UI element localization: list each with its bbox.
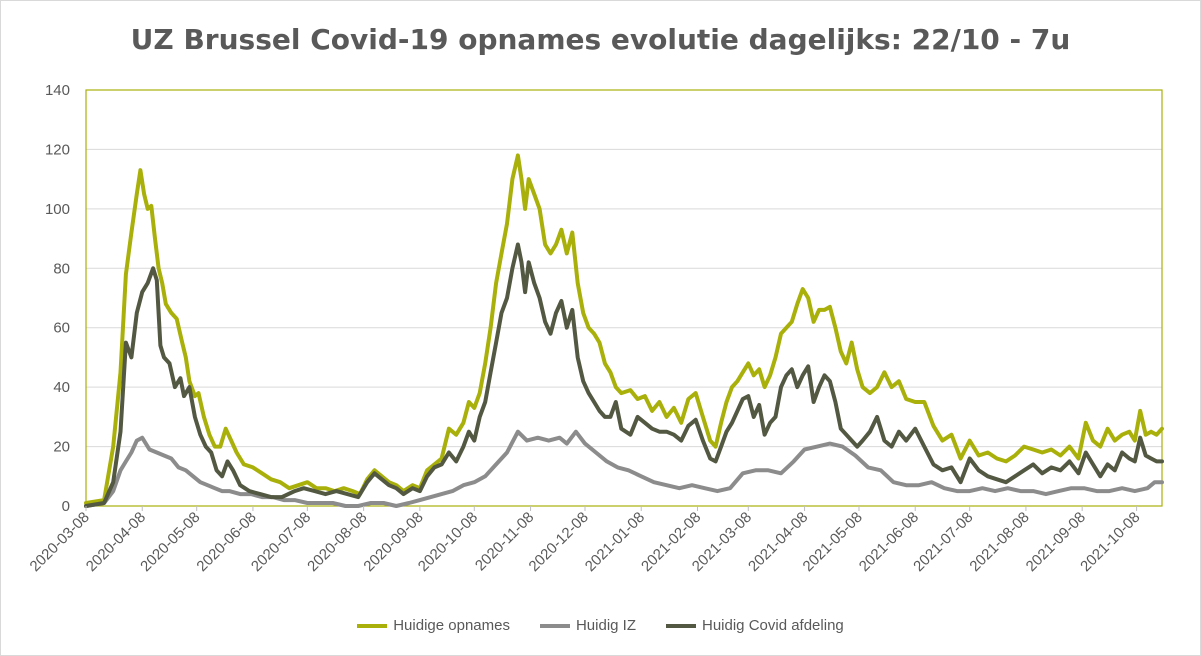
y-axis-tick-labels: 0 20 40 60 80 100 120 140 — [45, 82, 70, 515]
x-axis-tick-labels: 2020-03-082020-04-082020-05-082020-06-08… — [27, 506, 1143, 575]
legend-label: Huidig IZ — [575, 617, 636, 634]
x-tick-label: 2020-12-08 — [526, 509, 592, 575]
gridlines — [86, 148, 1162, 448]
x-tick-label: 2020-07-08 — [248, 509, 314, 575]
legend-swatch — [539, 623, 570, 628]
x-tick-label: 2021-05-08 — [800, 509, 866, 575]
y-tick-label: 60 — [53, 320, 70, 337]
line-chart: 0 20 40 60 80 100 120 140 2020-03-082020-04-082… — [27, 82, 1164, 575]
legend-item-2: Huidig IZ — [539, 617, 636, 634]
legend-swatch — [666, 623, 696, 628]
x-tick-label: 2020-05-08 — [137, 509, 203, 575]
series-lines — [84, 153, 1164, 508]
y-tick-label: 20 — [53, 439, 70, 456]
series-line-2 — [84, 429, 1164, 508]
legend-swatch — [357, 623, 388, 628]
legend-item-1: Huidige opnames — [357, 617, 510, 634]
y-tick-label: 100 — [45, 201, 70, 218]
y-tick-label: 0 — [62, 498, 70, 515]
series-line-3 — [84, 242, 1164, 508]
y-tick-label: 80 — [53, 260, 70, 277]
x-tick-label: 2021-08-08 — [966, 509, 1032, 575]
chart-title: UZ Brussel Covid-19 opnames evolutie dag… — [130, 23, 1071, 56]
x-tick-label: 2021-01-08 — [582, 509, 648, 575]
x-tick-label: 2021-07-08 — [910, 509, 976, 575]
x-tick-label: 2020-03-08 — [27, 509, 93, 575]
series-line-1 — [84, 153, 1164, 505]
y-tick-label: 40 — [53, 379, 70, 396]
y-tick-label: 140 — [45, 82, 70, 99]
x-tick-label: 2020-10-08 — [415, 509, 481, 575]
legend-label: Huidige opnames — [393, 617, 510, 634]
x-tick-label: 2021-10-08 — [1077, 509, 1143, 575]
legend-item-3: Huidig Covid afdeling — [666, 617, 844, 634]
x-tick-label: 2020-08-08 — [304, 509, 370, 575]
y-tick-label: 120 — [45, 141, 70, 158]
legend-label: Huidig Covid afdeling — [702, 617, 844, 634]
plot-area-border — [85, 89, 1163, 507]
legend: Huidige opnames Huidig IZ Huidig Covid afd… — [1, 617, 1200, 634]
